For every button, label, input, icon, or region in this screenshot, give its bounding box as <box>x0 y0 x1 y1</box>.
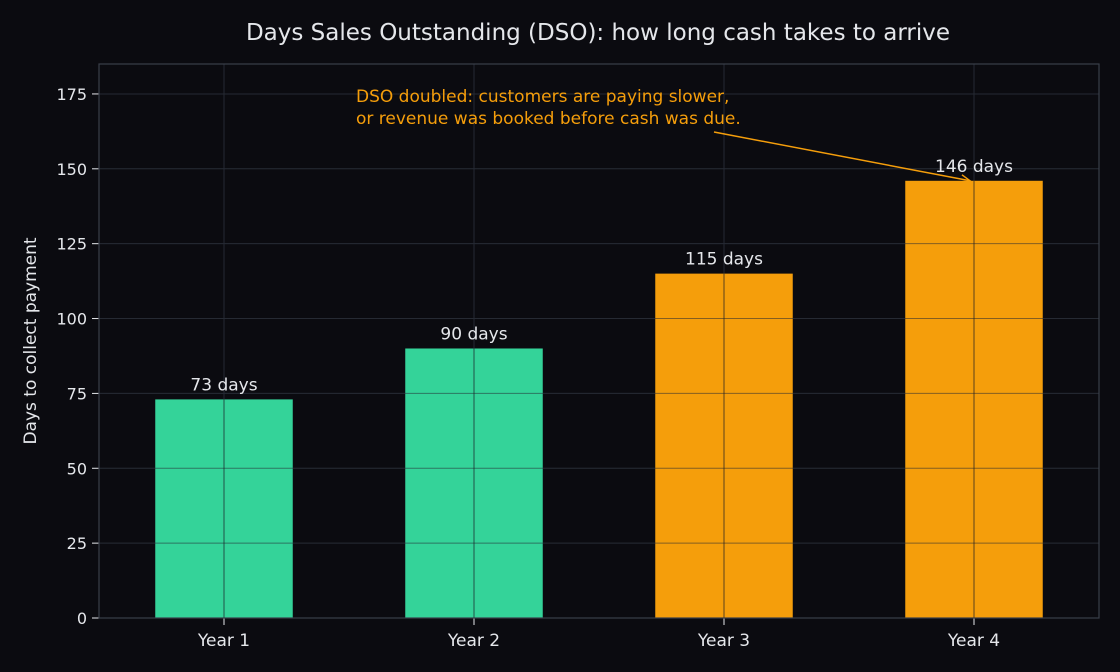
y-tick-label: 175 <box>56 85 87 104</box>
bar-value-label: 146 days <box>935 157 1013 177</box>
annotation: DSO doubled: customers are paying slower… <box>356 87 972 185</box>
bar-value-label: 90 days <box>440 324 507 344</box>
y-tick-label: 125 <box>56 235 87 254</box>
labels: 0 25 50 75 100 125 150 175 Year 1 73 days Year 2 90… <box>56 85 1013 651</box>
bars <box>155 180 1043 618</box>
y-tick-label: 50 <box>67 459 87 478</box>
chart-title: Days Sales Outstanding (DSO): how long c… <box>246 20 950 46</box>
y-tick-label: 100 <box>56 310 87 329</box>
y-axis-label: Days to collect payment <box>21 237 41 444</box>
y-tick-label: 25 <box>67 534 87 553</box>
axes <box>92 63 1100 625</box>
bar-value-label: 73 days <box>190 375 257 395</box>
x-tick-label: Year 4 <box>947 631 1000 651</box>
x-tick-label: Year 2 <box>447 631 500 651</box>
annotation-text: DSO doubled: customers are paying slower… <box>356 87 729 107</box>
y-tick-label: 150 <box>56 160 87 179</box>
y-tick-label: 0 <box>77 609 87 628</box>
annotation-text: or revenue was booked before cash was du… <box>356 109 741 129</box>
plot-frame <box>98 63 1100 619</box>
x-tick-label: Year 3 <box>697 631 750 651</box>
bar-value-label: 115 days <box>685 250 763 270</box>
x-tick-label: Year 1 <box>197 631 250 651</box>
annotation-arrow <box>713 131 971 182</box>
annotation-arrowhead <box>960 174 972 185</box>
y-tick-label: 75 <box>67 384 87 403</box>
